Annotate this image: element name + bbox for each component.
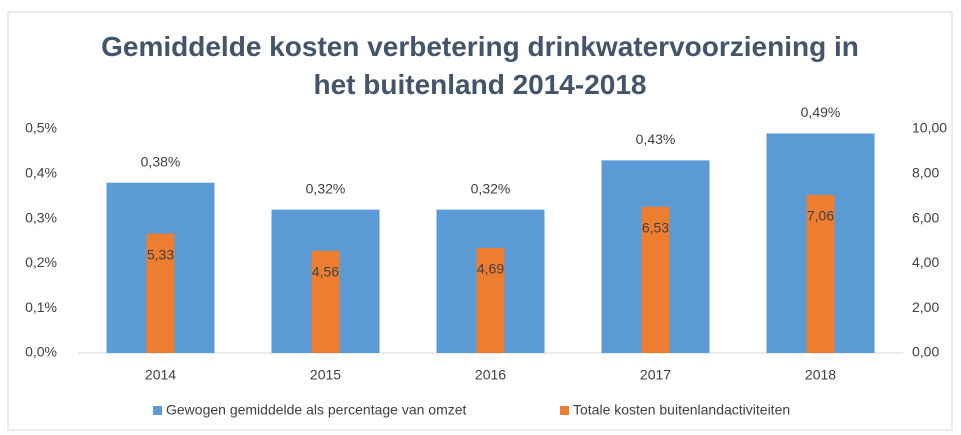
y2-tick-label: 8,00	[912, 165, 939, 181]
y2-tick-label: 0,00	[912, 344, 939, 360]
data-label: 4,69	[477, 261, 504, 277]
x-tick-label: 2018	[805, 367, 836, 383]
legend-label: Totale kosten buitenlandactiviteiten	[573, 402, 790, 418]
bar	[146, 233, 175, 353]
data-label: 6,53	[642, 219, 669, 235]
chart-frame	[7, 11, 953, 431]
bar	[806, 194, 835, 353]
chart-title: Gemiddelde kosten verbetering drinkwater…	[101, 31, 859, 100]
bar	[311, 250, 340, 353]
y2-tick-label: 10,00	[912, 120, 947, 136]
legend-label: Gewogen gemiddelde als percentage van om…	[166, 402, 467, 418]
y-tick-label: 0,5%	[25, 120, 57, 136]
x-tick-label: 2014	[145, 367, 176, 383]
y-tick-label: 0,0%	[25, 344, 57, 360]
data-label: 0,32%	[471, 180, 511, 196]
x-tick-label: 2016	[475, 367, 506, 383]
data-label: 0,43%	[636, 131, 676, 147]
legend-swatch	[560, 406, 569, 415]
x-tick-label: 2017	[640, 367, 671, 383]
data-label: 0,49%	[801, 104, 841, 120]
bar	[476, 247, 505, 353]
y-tick-label: 0,2%	[25, 254, 57, 270]
y2-tick-label: 2,00	[912, 299, 939, 315]
data-label: 7,06	[807, 208, 834, 224]
y2-tick-label: 6,00	[912, 209, 939, 225]
data-label: 0,32%	[306, 180, 346, 196]
y-tick-label: 0,1%	[25, 299, 57, 315]
x-tick-label: 2015	[310, 367, 341, 383]
y-tick-label: 0,4%	[25, 165, 57, 181]
legend-swatch	[153, 406, 162, 415]
y-tick-label: 0,3%	[25, 209, 57, 225]
data-label: 5,33	[147, 246, 174, 262]
data-label: 0,38%	[141, 153, 181, 169]
y2-tick-label: 4,00	[912, 254, 939, 270]
data-label: 4,56	[312, 264, 339, 280]
bar	[641, 206, 670, 353]
